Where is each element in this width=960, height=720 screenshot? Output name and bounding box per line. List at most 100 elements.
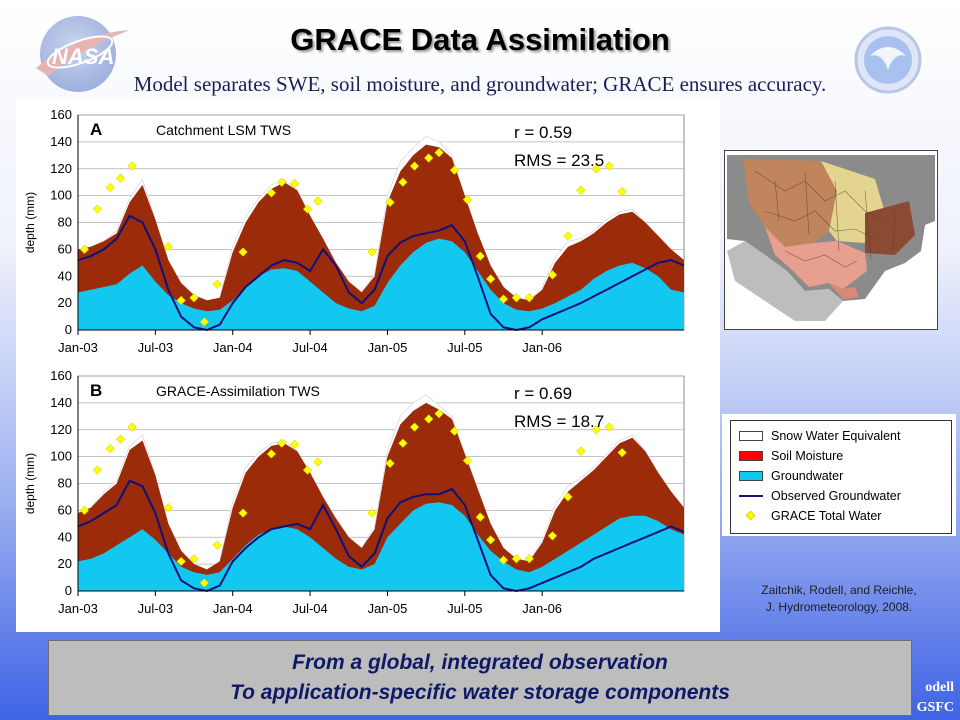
grace-point [238, 247, 248, 257]
grace-point [424, 414, 434, 424]
grace-point [189, 554, 199, 564]
tws-charts: 0 20 40 60 80 100 120 140 160 Jan-03 Jul-03 Jan-04 J… [23, 107, 685, 616]
grace-point [212, 540, 222, 550]
grace-point [189, 293, 199, 303]
grace-point [485, 274, 496, 284]
grace-point [434, 148, 444, 158]
grace-point [547, 270, 558, 280]
y-axis-label: depth (mm) [23, 192, 37, 253]
grace-point [604, 422, 614, 432]
grace-point [385, 197, 395, 207]
grace-point [79, 505, 90, 515]
grace-point [127, 422, 137, 432]
grace-point [367, 247, 377, 257]
grace-point [212, 279, 222, 289]
grace-point [92, 204, 102, 214]
x-tick-label: Jan-04 [213, 340, 253, 355]
grace-point [105, 443, 115, 454]
y-tick-label: 140 [50, 395, 72, 410]
grace-point [591, 164, 601, 174]
y-tick-label: 120 [50, 422, 72, 437]
grace-point [563, 492, 573, 502]
x-tick-label: Jan-04 [213, 601, 253, 616]
grace-point [498, 294, 509, 304]
grace-point [462, 456, 472, 466]
legend: Snow Water Equivalent Soil Moisture Grou… [730, 420, 952, 534]
grace-point [424, 153, 434, 163]
grace-point [563, 231, 573, 241]
x-tick-label: Jul-04 [292, 340, 327, 355]
noaa-seal-icon [854, 26, 922, 94]
correlation-label: r = 0.69 [514, 384, 572, 403]
panel-title: GRACE-Assimilation TWS [156, 383, 320, 399]
x-tick-label: Jan-06 [522, 340, 562, 355]
y-tick-label: 80 [58, 476, 72, 491]
y-tick-label: 40 [58, 529, 72, 544]
mississippi-basin-map [724, 150, 938, 330]
y-tick-label: 60 [58, 502, 72, 517]
grace-point [434, 409, 444, 419]
grace-point [409, 422, 420, 432]
citation: Zaitchik, Rodell, and Reichle, J. Hydrom… [722, 582, 956, 616]
x-tick-label: Jul-05 [447, 601, 482, 616]
y-tick-label: 0 [65, 322, 72, 337]
grace-point [163, 503, 173, 513]
correlation-label: r = 0.59 [514, 123, 572, 142]
grace-point [266, 188, 277, 198]
y-tick-label: 0 [65, 583, 72, 598]
grace-point [127, 161, 137, 171]
grace-point [92, 465, 102, 475]
basin-map-icon [725, 151, 937, 329]
author-credit: odell GSFC [896, 678, 954, 718]
grace-point [313, 457, 323, 467]
groundwater-swatch-icon [739, 471, 763, 481]
citation-journal: J. Hydrometeorology, 2008. [765, 600, 913, 614]
grace-point [302, 204, 313, 214]
grace-point [511, 554, 521, 564]
y-tick-label: 160 [50, 368, 72, 383]
page-title: GRACE Data Assimilation [290, 22, 670, 57]
grace-point [79, 244, 90, 254]
grace-point [163, 242, 173, 252]
y-tick-label: 40 [58, 268, 72, 283]
grace-point [105, 182, 115, 193]
panel-title: Catchment LSM TWS [156, 122, 291, 138]
author-name: odell [925, 680, 954, 695]
snow-swatch-icon [739, 431, 763, 441]
x-tick-label: Jan-05 [368, 601, 408, 616]
y-tick-label: 20 [58, 556, 72, 571]
grace-point [449, 426, 460, 436]
x-tick-label: Jul-03 [138, 340, 173, 355]
grace-point [511, 293, 521, 303]
banner-line-2: To application-specific water storage co… [230, 681, 730, 704]
panel-letter: A [90, 120, 102, 139]
soil-moisture-area [78, 402, 684, 591]
x-tick-label: Jul-05 [447, 340, 482, 355]
y-tick-label: 80 [58, 215, 72, 230]
grace-point [485, 535, 496, 545]
y-tick-label: 20 [58, 295, 72, 310]
x-tick-label: Jul-03 [138, 601, 173, 616]
chart-panel: 0 20 40 60 80 100 120 140 160 Jan-03 Jul-03 Jan-04 J… [16, 100, 720, 632]
grace-point [617, 447, 627, 458]
y-axis-label: depth (mm) [23, 453, 37, 514]
y-tick-label: 100 [50, 188, 72, 203]
grace-point [591, 425, 601, 435]
x-tick-label: Jul-04 [292, 601, 327, 616]
x-tick-label: Jan-06 [522, 601, 562, 616]
grace-point [524, 554, 534, 564]
svg-text:NASA: NASA [52, 44, 114, 69]
rms-label: RMS = 23.5 [514, 151, 604, 170]
grace-point [617, 186, 627, 197]
x-tick-label: Jan-03 [58, 601, 98, 616]
grace-point [604, 161, 614, 171]
observed-groundwater-line [77, 214, 685, 332]
grace-point [290, 178, 300, 189]
grace-point [547, 531, 558, 541]
citation-authors: Zaitchik, Rodell, and Reichle, [761, 583, 917, 597]
author-org: GSFC [916, 700, 954, 715]
y-tick-label: 140 [50, 134, 72, 149]
grace-point [398, 438, 408, 448]
y-tick-label: 100 [50, 449, 72, 464]
y-tick-label: 60 [58, 241, 72, 256]
